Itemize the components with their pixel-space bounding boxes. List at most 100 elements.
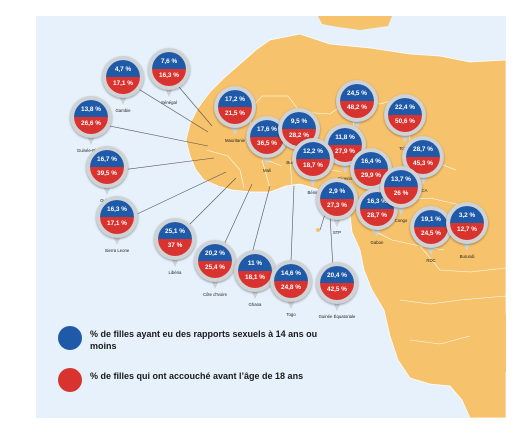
marker-inner: 7,6 % 16,3 %: [152, 52, 186, 86]
marker-value-sex: 13,8 %: [74, 100, 108, 117]
marker-value-sex: 13,7 %: [384, 170, 418, 187]
marker-country-label: Burundi: [459, 254, 475, 259]
madagascar-land: [492, 314, 506, 378]
marker-inner: 12,2 % 18,7 %: [296, 142, 330, 176]
marker-value-birth: 50,6 %: [388, 115, 422, 132]
marker-value-sex: 24,5 %: [340, 84, 374, 101]
marker-country-label: STP: [332, 230, 342, 235]
marker-value-birth: 39,5 %: [90, 167, 124, 184]
country-marker: 3,2 % 12,7 % Burundi: [446, 202, 488, 259]
country-marker: 12,2 % 18,7 % Bénin: [292, 138, 334, 195]
marker-inner: 24,5 % 48,2 %: [340, 84, 374, 118]
marker-value-sex: 17,6 %: [250, 120, 284, 137]
country-marker: 7,6 % 16,3 % Sénégal: [148, 48, 190, 105]
marker-value-birth: 36,5 %: [250, 137, 284, 154]
marker-value-sex: 9,5 %: [282, 112, 316, 129]
marker-inner: 28,7 % 45,3 %: [406, 140, 440, 174]
country-marker: 20,2 % 25,4 % Côte d’Ivoire: [194, 240, 236, 297]
country-marker: 14,6 % 24,8 % Togo: [270, 260, 312, 317]
marker-inner: 4,7 % 17,1 %: [106, 60, 140, 94]
legend-text-red: % de filles qui ont accouché avant l’âge…: [90, 371, 304, 381]
marker-value-sex: 14,6 %: [274, 264, 308, 281]
country-marker: 2,9 % 27,3 % STP: [316, 178, 358, 235]
marker-inner: 11 % 18,1 %: [238, 254, 272, 288]
marker-inner: 25,1 % 37 %: [158, 222, 192, 256]
marker-value-birth: 21,5 %: [218, 107, 252, 124]
country-marker: 19,1 % 24,5 % RDC: [410, 206, 452, 263]
country-marker: 16,7 %39,5 %Guinée: [86, 146, 128, 203]
marker-country-label: RCA: [418, 188, 428, 193]
marker-country-label: Gambie: [115, 108, 131, 113]
country-marker: 17,6 % 36,5 % Mali: [246, 116, 288, 173]
marker-value-birth: 24,8 %: [274, 281, 308, 298]
marker-value-sex: 20,4 %: [320, 266, 354, 283]
marker-country-label: Bénin: [307, 190, 319, 195]
marker-inner: 16,7 % 39,5 %: [90, 150, 124, 184]
marker-value-birth: 28,7 %: [360, 209, 394, 226]
marker-value-birth: 37 %: [158, 239, 192, 256]
marker-value-birth: 18,1 %: [238, 271, 272, 288]
marker-value-sex: 16,7 %: [90, 150, 124, 167]
legend-text-blue: % de filles ayant eu des rapports sexuel…: [90, 329, 318, 351]
marker-value-sex: 4,7 %: [106, 60, 140, 77]
marker-inner: 20,2 % 25,4 %: [198, 244, 232, 278]
marker-value-birth: 24,5 %: [414, 227, 448, 244]
marker-value-birth: 12,7 %: [450, 223, 484, 240]
marker-inner: 13,8 % 26,6 %: [74, 100, 108, 134]
marker-country-label: Sénégal: [161, 100, 177, 105]
marker-value-sex: 16,4 %: [354, 152, 388, 169]
marker-inner: 11,8 % 27,9 %: [328, 128, 362, 162]
marker-value-birth: 17,1 %: [100, 217, 134, 234]
marker-value-sex: 3,2 %: [450, 206, 484, 223]
marker-country-label: Gabon: [370, 240, 384, 245]
marker-country-label: RDC: [426, 258, 436, 263]
marker-inner: 16,3 % 17,1 %: [100, 200, 134, 234]
marker-country-label: Togo: [286, 312, 296, 317]
marker-value-birth: 29,9 %: [354, 169, 388, 186]
marker-inner: 2,9 % 27,3 %: [320, 182, 354, 216]
marker-inner: 13,7 % 26 %: [384, 170, 418, 204]
marker-value-sex: 12,2 %: [296, 142, 330, 159]
marker-inner: 22,4 % 50,6 %: [388, 98, 422, 132]
country-marker: 13,7 % 26 % Congo: [380, 166, 422, 223]
marker-value-sex: 7,6 %: [152, 52, 186, 69]
marker-inner: 17,2 % 21,5 %: [218, 90, 252, 124]
marker-value-sex: 16,3 %: [100, 200, 134, 217]
marker-inner: 17,6 % 36,5 %: [250, 120, 284, 154]
country-marker: 25,1 % 37 % Libéria: [154, 218, 196, 275]
marker-inner: 14,6 % 24,8 %: [274, 264, 308, 298]
marker-value-sex: 28,7 %: [406, 140, 440, 157]
marker-value-sex: 22,4 %: [388, 98, 422, 115]
marker-country-label: Mali: [263, 168, 271, 173]
marker-country-label: Congo: [394, 218, 408, 223]
legend-dot-blue: [58, 326, 82, 350]
marker-value-birth: 48,2 %: [340, 101, 374, 118]
marker-inner: 19,1 % 24,5 %: [414, 210, 448, 244]
marker-country-label: Ghana: [248, 302, 262, 307]
marker-value-sex: 19,1 %: [414, 210, 448, 227]
country-marker: 16,3 % 17,1 % Sierra Leone: [96, 196, 138, 253]
marker-inner: 20,4 % 42,5 %: [320, 266, 354, 300]
marker-value-sex: 25,1 %: [158, 222, 192, 239]
country-marker: 4,7 % 17,1 % Gambie: [102, 56, 144, 113]
marker-value-sex: 11 %: [238, 254, 272, 271]
marker-value-birth: 42,5 %: [320, 283, 354, 300]
marker-value-birth: 26 %: [384, 187, 418, 204]
country-marker: 13,8 %26,6 %Guinée-Bissau: [70, 96, 112, 153]
marker-country-label: Sierra Leone: [104, 248, 130, 253]
marker-value-birth: 27,3 %: [320, 199, 354, 216]
marker-value-sex: 2,9 %: [320, 182, 354, 199]
marker-value-sex: 11,8 %: [328, 128, 362, 145]
marker-country-label: Libéria: [168, 270, 182, 275]
legend-dot-red: [58, 368, 82, 392]
marker-country-label: Guinée Équatoriale: [318, 314, 356, 319]
marker-value-birth: 25,4 %: [198, 261, 232, 278]
marker-value-sex: 20,2 %: [198, 244, 232, 261]
marker-value-birth: 26,6 %: [74, 117, 108, 134]
iberia-land: [318, 16, 392, 30]
marker-value-birth: 45,3 %: [406, 157, 440, 174]
marker-country-label: Mauritanie: [224, 138, 246, 143]
country-marker: 11 % 18,1 % Ghana: [234, 250, 276, 307]
country-marker: 17,2 % 21,5 % Mauritanie: [214, 86, 256, 143]
